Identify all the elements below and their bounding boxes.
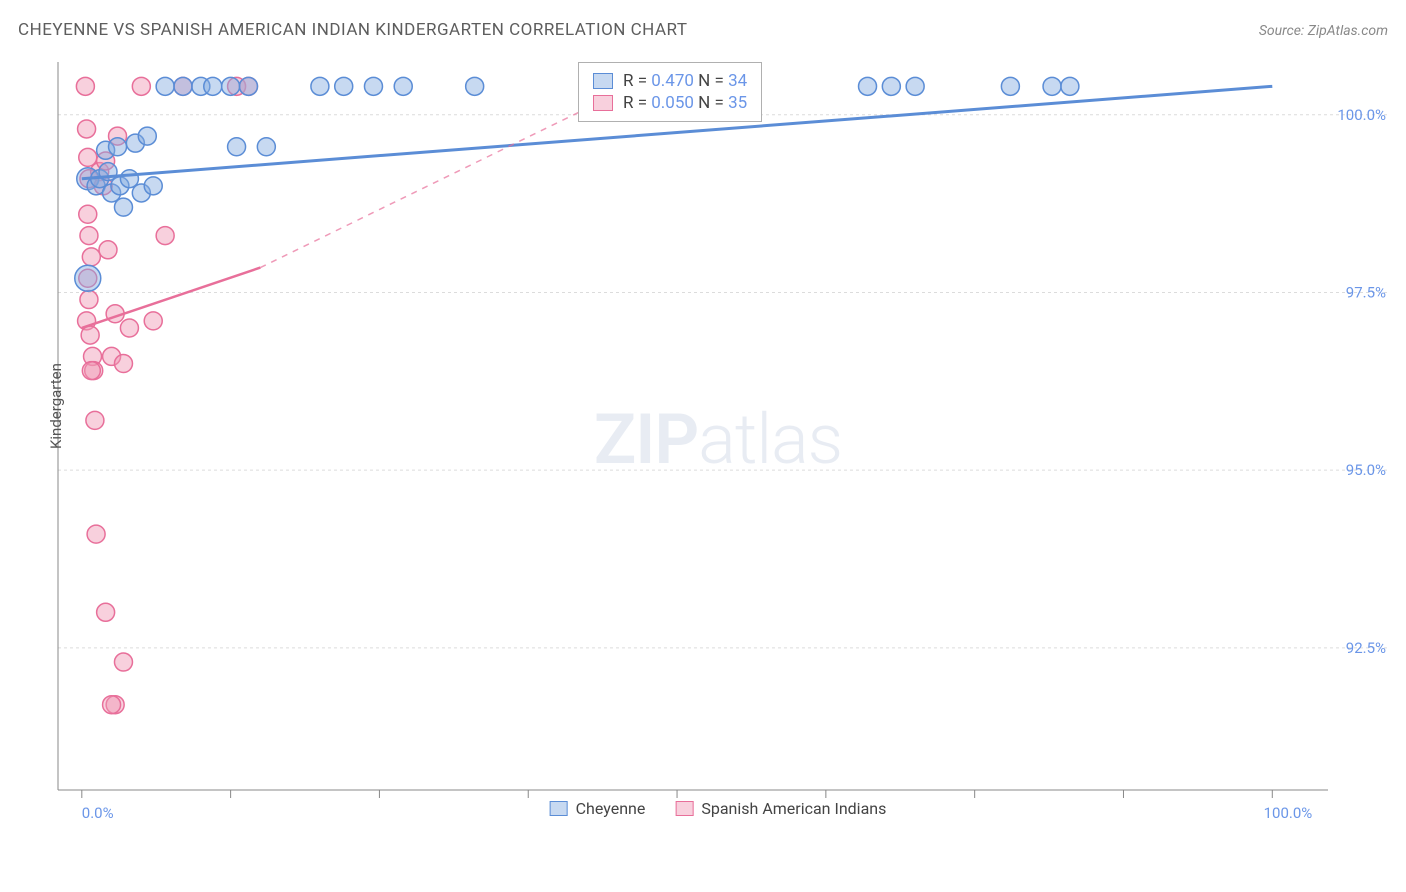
legend-row: R = 0.050 N = 35	[593, 93, 747, 113]
chart-container: Kindergarten 100.0%97.5%95.0%92.5% 0.0%1…	[48, 60, 1388, 820]
source-attribution: Source: ZipAtlas.com	[1259, 23, 1388, 39]
svg-text:92.5%: 92.5%	[1346, 639, 1386, 657]
legend-swatch	[593, 95, 613, 111]
legend-item: Cheyenne	[550, 799, 646, 818]
legend-swatch	[593, 73, 613, 89]
legend-swatch	[550, 801, 568, 816]
series-legend: Cheyenne Spanish American Indians	[550, 799, 887, 818]
legend-label: Spanish American Indians	[701, 799, 886, 818]
svg-text:97.5%: 97.5%	[1346, 283, 1386, 301]
legend-row: R = 0.470 N = 34	[593, 71, 747, 91]
legend-item: Spanish American Indians	[675, 799, 886, 818]
svg-text:100.0%: 100.0%	[1337, 106, 1386, 124]
correlation-legend: R = 0.470 N = 34R = 0.050 N = 35	[578, 62, 762, 122]
svg-text:95.0%: 95.0%	[1346, 461, 1386, 479]
legend-label: Cheyenne	[576, 799, 646, 818]
chart-header: CHEYENNE VS SPANISH AMERICAN INDIAN KIND…	[18, 20, 1388, 40]
svg-text:0.0%: 0.0%	[82, 804, 114, 820]
scatter-plot: 100.0% 97.5% 95.0% 92.5% 0.0% 100.0%	[48, 60, 1388, 820]
legend-swatch	[675, 801, 693, 816]
chart-title: CHEYENNE VS SPANISH AMERICAN INDIAN KIND…	[18, 20, 688, 40]
source-link[interactable]: ZipAtlas.com	[1308, 23, 1388, 39]
y-axis-label: Kindergarten	[47, 363, 65, 449]
svg-text:100.0%: 100.0%	[1264, 804, 1313, 820]
